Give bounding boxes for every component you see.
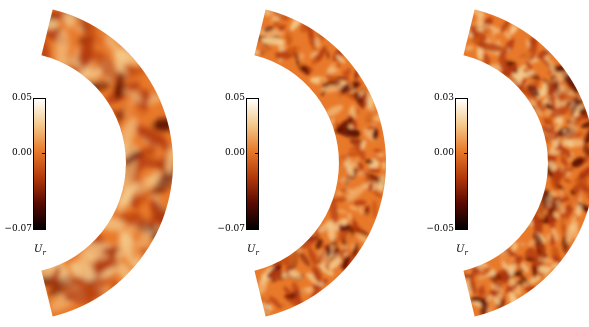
colorbar-tick-mark bbox=[42, 229, 46, 230]
colorbar-tick-mark bbox=[464, 229, 468, 230]
colorbar-label: Ur bbox=[34, 244, 46, 257]
velocity-panel-3: 0.03 0.00 −0.05 Ur bbox=[422, 0, 589, 327]
colorbar-label-sub: r bbox=[42, 249, 46, 257]
colorbar-tick-label: −0.07 bbox=[217, 224, 245, 234]
colorbar-tick-mark bbox=[255, 153, 259, 154]
velocity-panel-2: 0.05 0.00 −0.07 Ur bbox=[213, 0, 409, 327]
velocity-panel-1: 0.05 0.00 −0.07 Ur bbox=[0, 0, 196, 327]
colorbar-tick-mark bbox=[42, 153, 46, 154]
velocity-texture bbox=[463, 9, 589, 317]
colorbar-tick-label: 0.05 bbox=[11, 93, 32, 103]
velocity-texture bbox=[254, 9, 387, 315]
colorbar-label: Ur bbox=[247, 244, 259, 257]
shell-slice-image bbox=[254, 9, 387, 317]
colorbar-tick-mark bbox=[464, 98, 468, 99]
colorbar-tick-label: 0.05 bbox=[224, 93, 245, 103]
colorbar-tick-mark bbox=[464, 153, 468, 154]
colorbar-tick-mark bbox=[42, 98, 46, 99]
colorbar-tick-label: 0.00 bbox=[11, 148, 32, 158]
colorbar-tick-label: 0.00 bbox=[224, 148, 245, 158]
colorbar bbox=[33, 98, 46, 230]
colorbar-tick-label: −0.07 bbox=[4, 224, 32, 234]
colorbar-label-var: U bbox=[34, 244, 43, 255]
colorbar-label-var: U bbox=[247, 244, 256, 255]
shell-slice-image bbox=[41, 9, 174, 317]
colorbar-label-var: U bbox=[456, 244, 465, 255]
colorbar-tick-label: 0.00 bbox=[433, 148, 454, 158]
shell-slice-image bbox=[463, 9, 589, 317]
colorbar-tick-mark bbox=[255, 229, 259, 230]
colorbar-tick-label: −0.05 bbox=[426, 224, 454, 234]
colorbar-label-sub: r bbox=[464, 249, 468, 257]
colorbar-tick-mark bbox=[255, 98, 259, 99]
colorbar-label: Ur bbox=[456, 244, 468, 257]
colorbar bbox=[455, 98, 468, 230]
colorbar-tick-label: 0.03 bbox=[433, 93, 454, 103]
velocity-texture bbox=[41, 9, 174, 312]
colorbar bbox=[246, 98, 259, 230]
colorbar-label-sub: r bbox=[255, 249, 259, 257]
